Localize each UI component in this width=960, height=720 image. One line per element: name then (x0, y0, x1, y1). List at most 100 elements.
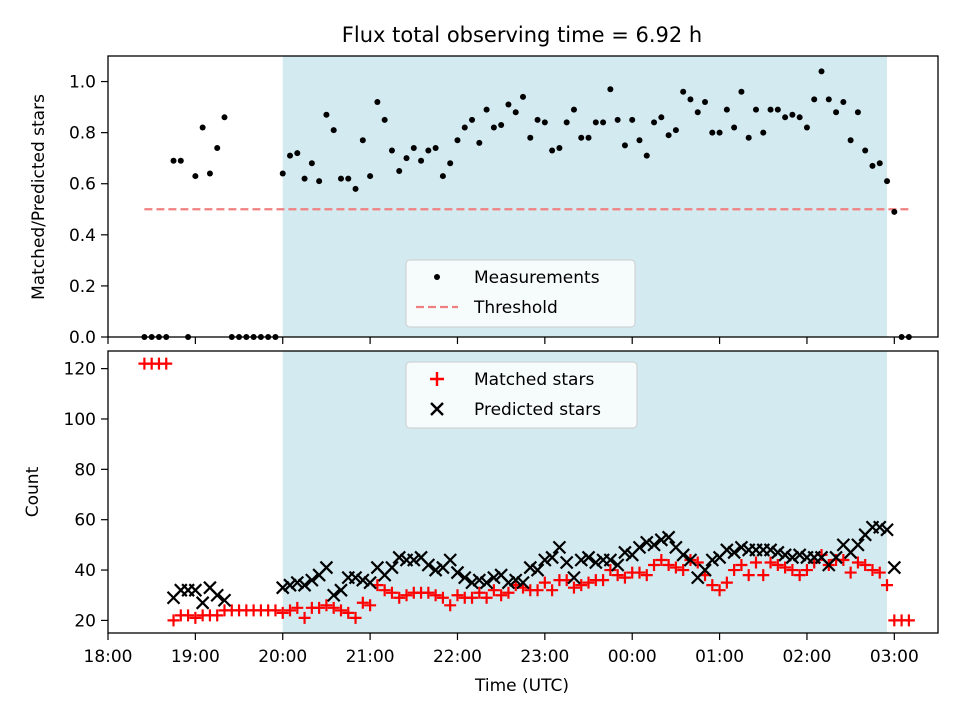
measurement-point (658, 114, 665, 121)
measurement-point (206, 170, 213, 177)
x-tick-label: 22:00 (433, 647, 482, 667)
predicted-star-point (654, 533, 669, 547)
predicted-star-point (472, 573, 487, 587)
predicted-star-point (385, 560, 399, 575)
legend-box (405, 259, 636, 328)
x-tick-label: 19:00 (171, 647, 220, 667)
measurement-point (614, 116, 621, 123)
matched-star-point (779, 561, 792, 574)
y-tick-label: 80 (74, 460, 96, 480)
matched-star-point (640, 569, 653, 582)
measurement-point (607, 86, 614, 93)
measurement-point (388, 147, 395, 154)
matched-star-point (385, 586, 398, 599)
measurement-point (170, 157, 177, 164)
x-tick-label: 00:00 (608, 647, 657, 667)
predicted-star-point (545, 550, 559, 565)
measurement-point (687, 96, 694, 103)
measurement-point (818, 68, 825, 75)
matched-star-point (873, 566, 886, 579)
measurement-point (702, 98, 709, 105)
predicted-star-point (450, 565, 465, 580)
measurement-point (498, 121, 505, 128)
y-tick-label: 0.0 (69, 328, 96, 348)
y-axis-label: Matched/Predicted stars (29, 94, 49, 300)
matched-star-point (291, 601, 304, 614)
y-axis-ticks: 0.0 0.2 0.4 0.6 0.8 1.0 (69, 73, 108, 348)
matched-star-point (320, 599, 333, 612)
predicted-star-point (210, 588, 224, 603)
matched-star-point (728, 564, 741, 577)
legend: Matched stars Predicted stars (405, 361, 638, 429)
predicted-star-point (647, 538, 661, 552)
matched-star-point (422, 586, 435, 599)
measurement-point (192, 173, 199, 180)
measurement-point (869, 162, 876, 169)
measurement-point (825, 96, 832, 103)
predicted-star-point (880, 522, 894, 537)
matched-star-point (771, 559, 784, 572)
matched-star-point (669, 561, 682, 574)
legend-marker-predicted (430, 402, 444, 416)
predicted-star-point (574, 553, 589, 567)
predicted-star-point (552, 540, 567, 555)
matched-star-point (567, 581, 580, 594)
matched-star-point (597, 574, 610, 587)
matched-star-point (538, 576, 551, 589)
predicted-star-point (639, 535, 654, 550)
predicted-star-point (407, 553, 421, 567)
legend-label-predicted: Predicted stars (474, 400, 601, 420)
predicted-star-point (705, 553, 720, 567)
measurement-point (723, 106, 730, 113)
predicted-star-point (610, 558, 625, 572)
matched-star-point (378, 584, 391, 597)
measurement-point (359, 137, 366, 144)
measurement-point (352, 185, 359, 192)
predicted-star-point (727, 545, 741, 560)
measurement-point (738, 88, 745, 95)
measurement-point (716, 129, 723, 136)
legend: Measurements Threshold (405, 259, 636, 328)
measurement-point (374, 98, 381, 105)
x-axis-ticks (107, 337, 895, 344)
matched-star-point (211, 609, 224, 622)
measurement-point (221, 114, 228, 121)
measurement-point (432, 144, 439, 151)
matched-star-point (720, 576, 733, 589)
matched-star-point (800, 564, 813, 577)
predicted-star-point (348, 570, 363, 585)
matched-star-point (749, 556, 762, 569)
measurement-point (840, 98, 847, 105)
measurement-point (396, 167, 403, 174)
matched-star-point (313, 601, 326, 614)
x-axis-ticks: 18:00 19:00 20:00 21:00 22:00 23:00 00:00 01:00… (84, 633, 919, 667)
legend-box (405, 361, 638, 429)
measurement-point (294, 150, 301, 157)
matched-star-point (648, 559, 661, 572)
x-tick-label: 23:00 (520, 647, 569, 667)
matched-star-point (757, 569, 770, 582)
matched-star-point (160, 357, 173, 370)
matched-star-point (342, 606, 355, 619)
matched-star-point (167, 614, 180, 627)
matched-star-point (276, 606, 289, 619)
matched-star-point (735, 559, 748, 572)
measurement-point (316, 178, 323, 185)
legend-marker-matched (430, 372, 444, 386)
matched-star-point (327, 601, 340, 614)
measurement-point (527, 134, 534, 141)
matched-star-point (582, 576, 595, 589)
predicted-star-point (319, 560, 334, 575)
legend-marker-measurements (434, 274, 440, 280)
matched-star-point (400, 589, 413, 602)
measurement-point (760, 129, 767, 136)
x-tick-label: 20:00 (258, 647, 307, 667)
legend-label-matched: Matched stars (474, 370, 594, 390)
measurement-points (141, 68, 912, 340)
matched-star-point (655, 553, 668, 566)
count-panel: 20 40 60 80 100 120 18:00 19:00 20:00 21:00 22:00… (23, 350, 939, 696)
matched-star-point (284, 604, 297, 617)
matched-star-point (298, 611, 311, 624)
matched-star-point (429, 589, 442, 602)
